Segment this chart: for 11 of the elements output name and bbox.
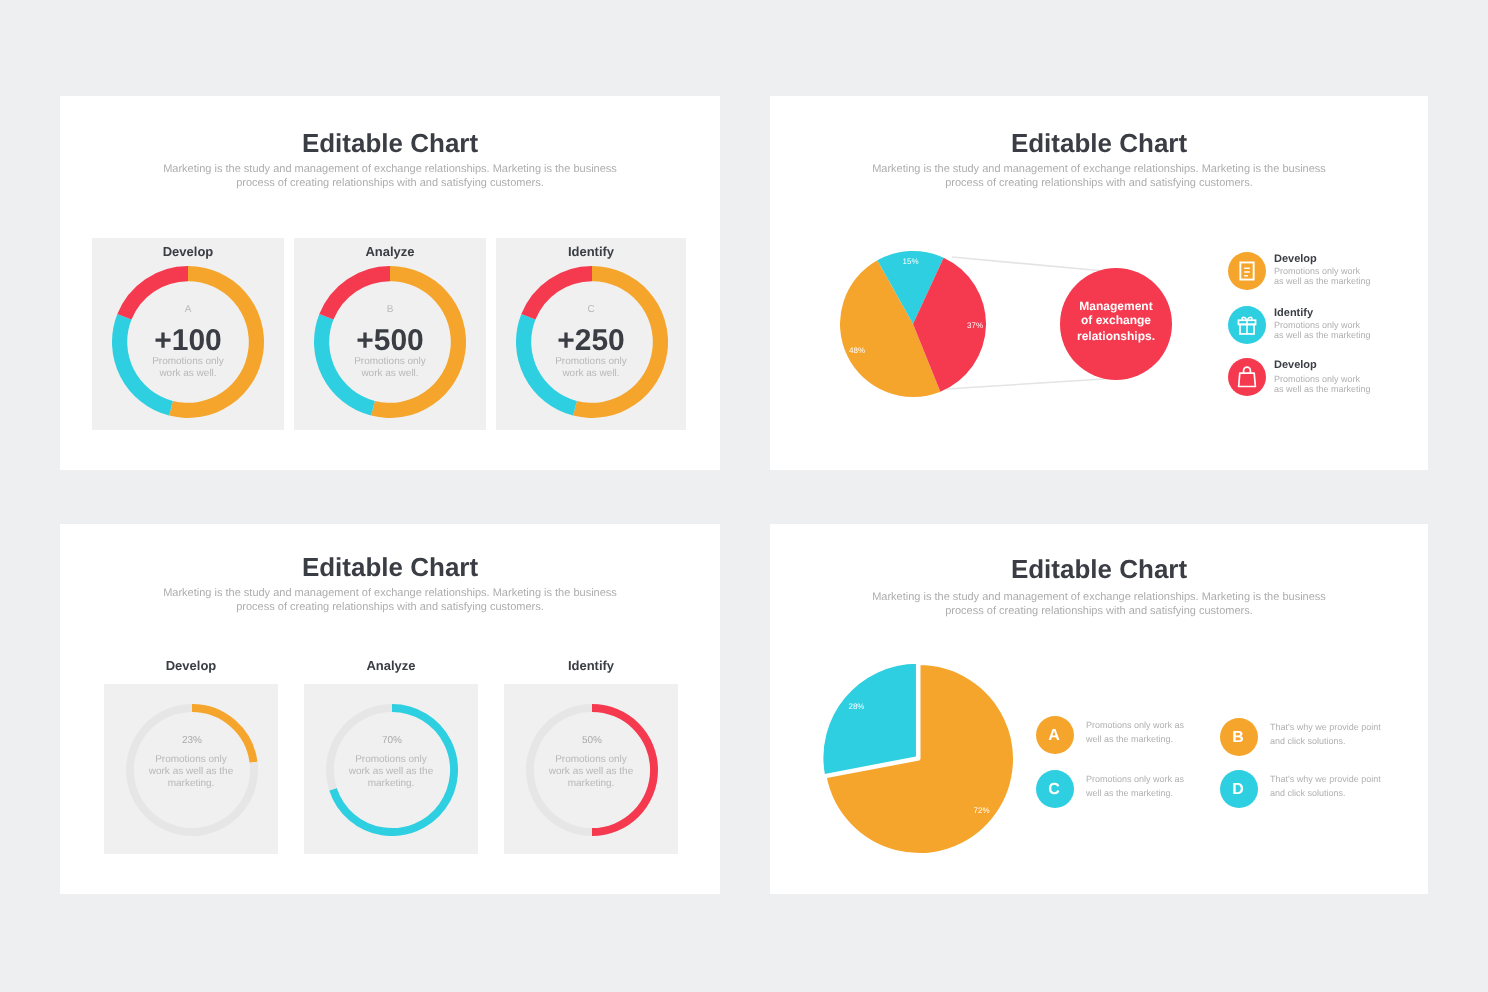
text: +250: [557, 323, 625, 357]
text: Editable Chart: [1010, 554, 1188, 584]
text: A: [1048, 725, 1060, 743]
text: D: [1232, 779, 1244, 797]
text: +100: [154, 323, 222, 357]
text: Editable Chart: [1010, 128, 1188, 158]
text: +500: [356, 323, 424, 357]
text: B: [1232, 727, 1244, 745]
text: Editable Chart: [301, 128, 479, 158]
text: C: [1048, 779, 1060, 797]
text: Editable Chart: [301, 552, 479, 582]
